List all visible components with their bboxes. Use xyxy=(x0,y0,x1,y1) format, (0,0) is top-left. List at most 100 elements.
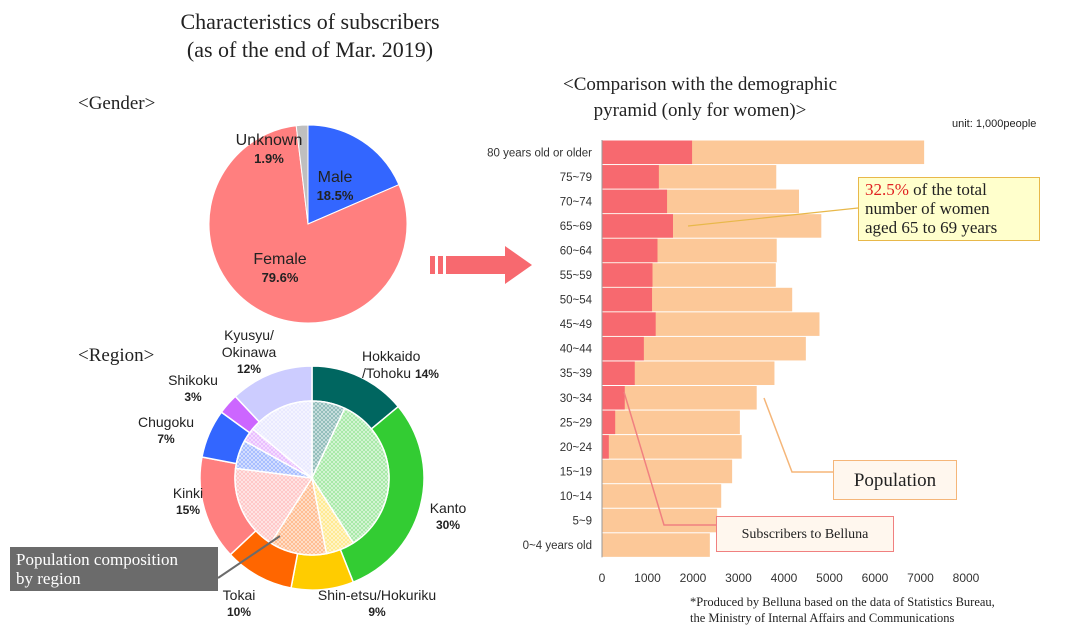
pyramid-heading: <Comparison with the demographic pyramid… xyxy=(500,72,900,124)
age-tick-label: 55~59 xyxy=(560,270,592,282)
inner-slice-tokai-texture xyxy=(270,478,327,555)
region-label-shikoku: Shikoku 3% xyxy=(158,372,228,406)
subscriber-bar xyxy=(602,189,668,214)
region-label-chugoku-value: 7% xyxy=(157,432,175,446)
main-title-line1: Characteristics of subscribers xyxy=(180,9,440,34)
gender-label-female: Female 79.6% xyxy=(240,251,320,287)
x-tick-label: 6000 xyxy=(862,571,889,585)
population-composition-line1: Population composition xyxy=(16,550,178,569)
subscriber-bar xyxy=(602,140,693,165)
callout-line1: 32.5% of the total xyxy=(865,180,1033,199)
region-label-kyusyu-name: Kyusyu/ Okinawa xyxy=(221,327,277,360)
subscriber-bar xyxy=(602,312,656,336)
subscriber-bar xyxy=(602,214,673,238)
subscriber-bar xyxy=(602,336,644,361)
callout-line1-rest: of the total xyxy=(908,180,987,199)
pyramid-heading-line2: pyramid (only for women)> xyxy=(593,100,807,121)
pyramid-chart xyxy=(602,140,925,557)
gender-pie xyxy=(208,124,408,324)
callout-box: 32.5% of the total number of women aged … xyxy=(858,177,1040,241)
region-label-kyusyu: Kyusyu/ Okinawa 12% xyxy=(209,327,289,378)
pie-slice-male xyxy=(307,124,400,225)
inner-slice-shikoku-texture xyxy=(244,428,312,478)
age-tick-label: 60~64 xyxy=(560,245,593,257)
region-label-shinetsu-name: Shin-etsu/Hokuriku xyxy=(317,587,437,603)
subscriber-bar xyxy=(602,287,653,312)
x-tick-label: 4000 xyxy=(771,571,798,585)
age-tick-label: 0~4 years old xyxy=(523,540,592,552)
x-tick-label: 7000 xyxy=(907,571,934,585)
gender-label-unknown: Unknown 1.9% xyxy=(229,132,309,168)
subscribers-legend-box: Subscribers to Belluna xyxy=(716,516,894,552)
age-tick-label: 15~19 xyxy=(560,466,592,478)
region-label-tokai-value: 10% xyxy=(226,605,252,619)
subscriber-bar xyxy=(602,410,616,435)
gender-heading: <Gender> xyxy=(78,93,156,114)
unit-label: unit: 1,000people xyxy=(952,118,1037,130)
pie-slice-unknown xyxy=(295,124,309,225)
inner-slice-kanto-texture xyxy=(312,408,390,544)
subscriber-bar xyxy=(602,263,653,287)
age-tick-label: 25~29 xyxy=(560,417,592,429)
x-tick-label: 1000 xyxy=(634,571,661,585)
population-bar xyxy=(602,386,757,410)
subscriber-bar xyxy=(602,435,609,459)
callout-line2: number of women xyxy=(865,199,990,218)
inner-slice-shinetsu-texture xyxy=(312,478,354,554)
population-bar xyxy=(602,484,722,508)
main-title-line2: (as of the end of Mar. 2019) xyxy=(186,37,434,62)
subscriber-bar xyxy=(602,238,658,263)
region-label-hokkaido: Hokkaido /Tohoku 14% xyxy=(362,348,452,383)
pyramid-heading-line1: <Comparison with the demographic xyxy=(562,74,838,95)
region-label-kyusyu-value: 12% xyxy=(236,362,262,376)
population-leader xyxy=(763,397,833,473)
inner-slice-kinki-texture xyxy=(235,468,312,544)
gender-label-male-value: 18.5% xyxy=(316,188,354,203)
region-label-kinki-name: Kinki xyxy=(172,485,204,501)
region-label-hokkaido-name: Hokkaido /Tohoku xyxy=(362,348,421,381)
population-legend-box: Population xyxy=(833,460,957,500)
region-donut-inner xyxy=(234,400,390,556)
population-bar xyxy=(602,410,740,435)
population-bar xyxy=(602,336,806,361)
population-bar xyxy=(602,508,718,533)
region-label-tokai-name: Tokai xyxy=(222,587,256,603)
inner-slice-kyusyu-texture xyxy=(252,401,312,478)
population-bar xyxy=(602,361,775,385)
age-tick-label: 65~69 xyxy=(560,221,592,233)
population-composition-line2: by region xyxy=(16,569,81,588)
inner-slice-chugoku-texture xyxy=(235,440,312,478)
population-bar xyxy=(602,459,733,484)
age-tick-label: 70~74 xyxy=(560,196,593,208)
inner-slice-hokkaido-texture xyxy=(312,401,345,478)
region-label-kinki-value: 15% xyxy=(175,503,201,517)
region-heading: <Region> xyxy=(78,345,155,366)
age-tick-label: 50~54 xyxy=(560,295,593,307)
x-tick-label: 0 xyxy=(599,571,606,585)
population-bar xyxy=(602,533,710,557)
region-label-chugoku: Chugoku 7% xyxy=(126,414,206,448)
arrow-icon xyxy=(430,246,532,284)
age-tick-label: 80 years old or older xyxy=(487,147,592,159)
gender-label-female-value: 79.6% xyxy=(261,270,299,285)
region-label-kanto-name: Kanto xyxy=(429,500,467,516)
gender-label-male: Male 18.5% xyxy=(305,169,365,205)
pyramid-x-axis: 0 1000 2000 3000 4000 5000 6000 7000 8000 xyxy=(599,140,980,585)
gender-label-unknown-name: Unknown xyxy=(235,132,303,149)
subscribers-leader xyxy=(623,391,716,526)
age-tick-label: 20~24 xyxy=(560,442,593,454)
region-label-kanto: Kanto 30% xyxy=(423,500,473,534)
population-bar xyxy=(602,312,820,336)
subscriber-bar xyxy=(602,386,625,410)
subscriber-bar xyxy=(602,361,635,385)
region-label-shikoku-name: Shikoku xyxy=(168,372,218,388)
region-label-shikoku-value: 3% xyxy=(184,390,202,404)
gender-label-unknown-value: 1.9% xyxy=(254,151,284,166)
x-tick-label: 2000 xyxy=(680,571,707,585)
pyramid-y-axis: 80 years old or older 75~79 70~74 65~69 60~6… xyxy=(487,147,592,552)
region-label-kanto-value: 30% xyxy=(435,518,461,532)
gender-label-male-name: Male xyxy=(317,169,353,186)
population-composition-label: Population composition by region xyxy=(10,547,218,591)
x-tick-label: 3000 xyxy=(725,571,752,585)
